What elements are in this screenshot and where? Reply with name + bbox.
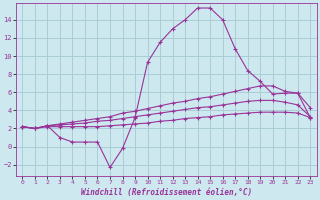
X-axis label: Windchill (Refroidissement éolien,°C): Windchill (Refroidissement éolien,°C) bbox=[81, 188, 252, 197]
